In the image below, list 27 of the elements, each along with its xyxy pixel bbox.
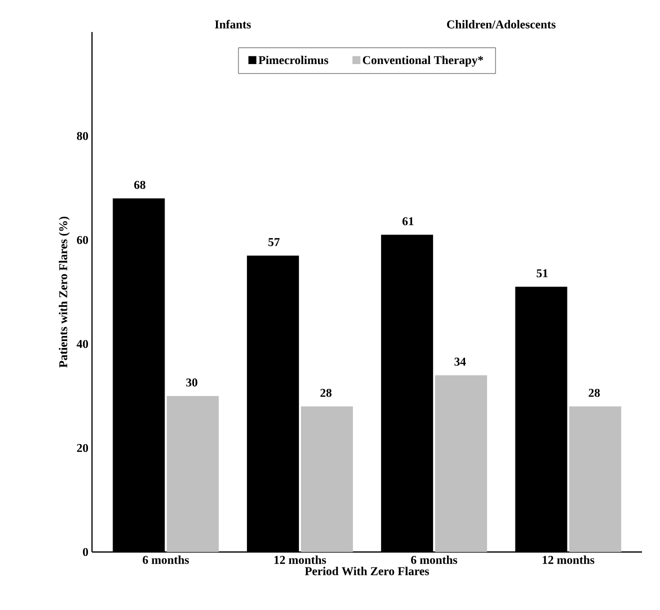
data-label: 57 — [268, 238, 280, 246]
y-tick-label: 0 — [82, 548, 88, 556]
text: Children/Adolescents — [447, 20, 556, 28]
x-tick-label: 6 months — [142, 556, 189, 564]
data-label: 51 — [536, 269, 548, 278]
y-tick-label: 60 — [76, 236, 88, 244]
x-axis-title: Period With Zero Flares — [304, 566, 429, 576]
data-label: 68 — [134, 180, 146, 189]
bar — [166, 396, 219, 552]
legend-label: Pimecrolimus — [258, 56, 328, 64]
y-tick-label: 20 — [77, 444, 88, 452]
data-label: 30 — [186, 378, 198, 386]
x-tick-label: 12 months — [274, 556, 326, 564]
y-tick-label: 80 — [76, 132, 88, 140]
data-label: 28 — [588, 388, 600, 397]
x-tick-label: 12 months — [542, 556, 594, 564]
y-axis-title: Patients with Zero Flares (%) — [58, 216, 70, 368]
bar — [435, 375, 488, 552]
legend-label: Conventional Therapy* — [362, 56, 484, 67]
text: Infants — [214, 20, 251, 28]
data-label: 28 — [320, 388, 332, 397]
x-tick-label: 6 months — [411, 556, 458, 564]
bar — [569, 406, 622, 552]
data-label: 34 — [454, 358, 466, 366]
bar — [300, 406, 353, 552]
data-label: 61 — [402, 217, 414, 226]
y-tick-label: 40 — [76, 340, 88, 348]
